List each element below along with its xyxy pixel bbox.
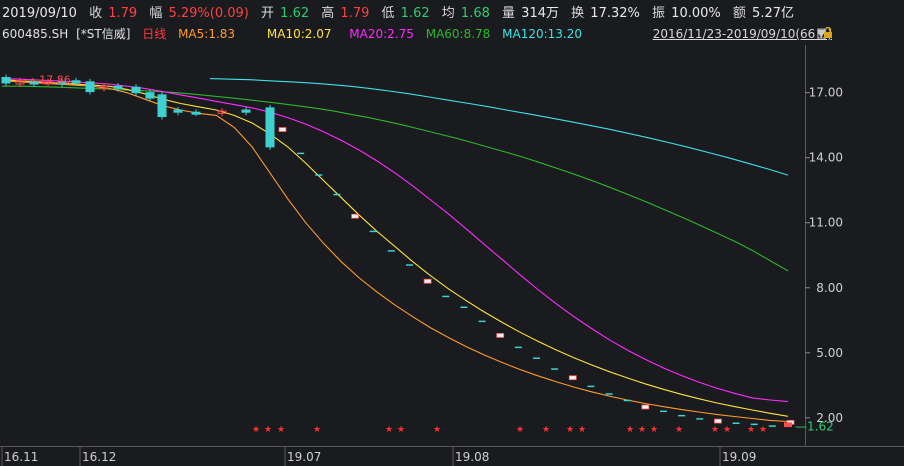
- ma120-label: MA120:13.20: [502, 27, 583, 41]
- ma10-line: [1, 79, 789, 417]
- event-star: ★: [578, 425, 586, 435]
- x-tick-label: 19.07: [287, 450, 321, 464]
- candle-body: [145, 92, 155, 99]
- open-value: 1.62: [280, 6, 310, 21]
- change-value: 5.29%(0.09): [168, 6, 249, 21]
- candle-body: [714, 418, 722, 424]
- candle-body: [568, 375, 577, 381]
- x-tick-label: 16.11: [4, 450, 38, 464]
- indicator-bar: 600485.SH [*ST信威] 日线 MA5:1.83 MA10:2.07 …: [2, 26, 590, 44]
- candle-body: [29, 81, 39, 85]
- candle-body: [71, 80, 81, 84]
- ma5-label: MA5:1.83: [178, 27, 236, 41]
- open-label: 开: [261, 6, 275, 21]
- candle-body: [43, 81, 53, 85]
- range-dropdown-icon[interactable]: ▼: [817, 27, 826, 40]
- event-star: ★: [723, 425, 731, 435]
- change-label: 幅: [149, 6, 163, 21]
- event-star: ★: [277, 425, 285, 435]
- candle-body: [278, 127, 287, 132]
- low-label: 低: [381, 6, 395, 21]
- ma5-line: [1, 80, 789, 423]
- ma120-line: [209, 78, 789, 176]
- close-label: 收: [89, 6, 103, 21]
- y-tick-label: 14.00: [809, 151, 843, 165]
- candle-body: [265, 107, 275, 148]
- event-star: ★: [566, 425, 574, 435]
- candle-body: [57, 81, 67, 85]
- low-value: 1.62: [400, 6, 430, 21]
- event-star: ★: [385, 425, 393, 435]
- candle-body: [241, 109, 251, 113]
- candle-body: [15, 80, 25, 85]
- event-star: ★: [711, 425, 719, 435]
- high-label: 高: [321, 6, 335, 21]
- turnover-value: 17.32%: [590, 6, 640, 21]
- amount-value: 5.27亿: [752, 6, 794, 21]
- stock-name: [*ST信威]: [76, 27, 131, 41]
- avg-label: 均: [441, 6, 455, 21]
- ma60-line: [2, 85, 789, 272]
- candle-body: [173, 109, 183, 113]
- y-tick-label: 17.00: [809, 86, 843, 100]
- avg-value: 1.68: [460, 6, 490, 21]
- high-price-label: ←17.86: [30, 74, 71, 87]
- x-tick-label: 19.09: [722, 450, 756, 464]
- candle-body: [131, 86, 141, 94]
- x-tick-label: 16.12: [82, 450, 116, 464]
- ma60-label: MA60:8.78: [425, 27, 491, 41]
- turnover-label: 换: [571, 6, 585, 21]
- event-star: ★: [747, 425, 755, 435]
- quote-date: 2019/09/10: [2, 6, 77, 21]
- candle-body: [1, 77, 11, 84]
- event-star: ★: [650, 425, 658, 435]
- event-star: ★: [313, 425, 321, 435]
- event-star: ★: [675, 425, 683, 435]
- y-tick-label: 5.00: [816, 346, 843, 360]
- date-range-selector[interactable]: 2016/11/23-2019/09/10(66日): [652, 27, 832, 41]
- candle-body: [113, 85, 123, 89]
- candle-body: [351, 213, 359, 219]
- candle-body: [496, 333, 505, 338]
- candle-body: [784, 422, 792, 428]
- event-star: ★: [397, 425, 405, 435]
- ma20-label: MA20:2.75: [349, 27, 414, 41]
- amplitude-value: 10.00%: [671, 6, 721, 21]
- amplitude-label: 振: [652, 6, 666, 21]
- event-star: ★: [638, 425, 646, 435]
- candle-body: [217, 110, 227, 114]
- event-star: ★: [516, 425, 524, 435]
- event-star: ★: [759, 425, 767, 435]
- period-selector[interactable]: 日线: [142, 27, 167, 41]
- ma20-line: [1, 78, 789, 403]
- event-star: ★: [264, 425, 272, 435]
- candle-body: [641, 404, 650, 410]
- y-tick-label: 11.00: [809, 216, 843, 230]
- lock-icon[interactable]: [823, 27, 833, 38]
- close-value: 1.79: [108, 6, 138, 21]
- candle-body: [99, 85, 109, 89]
- candle-body: [191, 111, 201, 115]
- candle-body: [157, 94, 167, 118]
- last-price-label: —1.62: [795, 419, 834, 433]
- high-value: 1.79: [340, 6, 370, 21]
- event-star: ★: [433, 425, 441, 435]
- y-tick-label: 2.00: [816, 411, 843, 425]
- event-star: ★: [252, 425, 260, 435]
- candle-body: [85, 81, 95, 93]
- amount-label: 额: [732, 6, 746, 21]
- candle-body: [423, 278, 432, 284]
- stock-code: 600485.SH: [2, 27, 69, 41]
- y-tick-label: 8.00: [816, 281, 843, 295]
- x-tick-label: 19.08: [455, 450, 489, 464]
- ma10-label: MA10:2.07: [266, 27, 332, 41]
- volume-label: 量: [502, 6, 516, 21]
- volume-value: 314万: [521, 6, 559, 21]
- event-star: ★: [542, 425, 550, 435]
- quote-bar: 2019/09/10 收 1.79 幅 5.29%(0.09) 开 1.62 高…: [2, 5, 796, 25]
- event-star: ★: [626, 425, 634, 435]
